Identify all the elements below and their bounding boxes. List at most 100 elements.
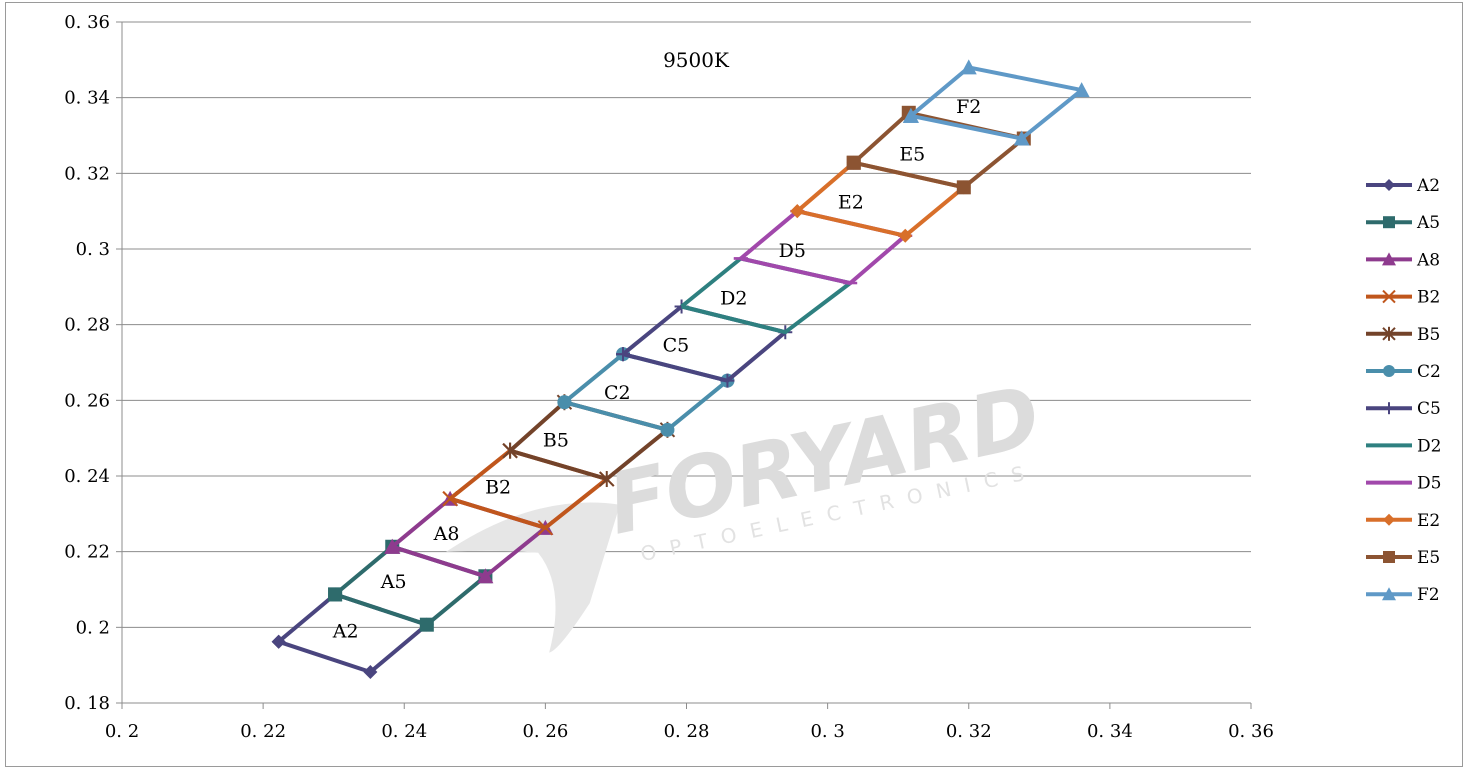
region-label: C2 xyxy=(604,382,631,404)
legend-item: E2 xyxy=(1366,511,1440,531)
legend-item: C5 xyxy=(1366,399,1441,419)
data-point xyxy=(363,664,378,679)
watermark-swoosh xyxy=(445,502,620,653)
data-point xyxy=(599,471,615,488)
legend-marker xyxy=(1383,179,1395,191)
axes: 0. 18 0. 2 0. 22 0. 24 0. 26 0. 28 0. 3 0. 32 0.… xyxy=(64,12,1274,742)
data-point xyxy=(384,538,401,554)
legend-item: E5 xyxy=(1366,548,1440,568)
y-tick-label: 0. 18 xyxy=(64,693,110,714)
data-point xyxy=(615,347,630,362)
data-point xyxy=(956,180,971,195)
region-label: A5 xyxy=(380,571,407,593)
data-point xyxy=(660,422,675,437)
series-e5 xyxy=(846,105,1031,195)
data-point xyxy=(902,107,919,123)
legend-marker xyxy=(1383,551,1395,563)
legend-marker xyxy=(1382,587,1396,601)
data-point xyxy=(720,373,735,388)
data-point xyxy=(1073,82,1090,98)
series-line xyxy=(333,544,488,627)
legend-label: D5 xyxy=(1417,474,1441,494)
region-labels: A2 A5 A8 B2 B5 C2 C5 D2 D5 E2 E5 F2 xyxy=(332,96,982,642)
series-f2 xyxy=(902,59,1090,146)
legend-label: C2 xyxy=(1417,362,1441,382)
legend-label: E2 xyxy=(1417,511,1440,531)
region-label: A2 xyxy=(332,620,359,642)
data-point xyxy=(271,634,286,649)
data-point xyxy=(790,204,805,219)
x-tick-label: 0. 28 xyxy=(664,721,710,742)
y-tick-label: 0. 24 xyxy=(64,466,110,487)
y-tick-label: 0. 28 xyxy=(64,315,110,336)
legend-label: A8 xyxy=(1416,250,1440,270)
data-point xyxy=(1013,130,1030,146)
legend-item: B5 xyxy=(1366,325,1440,345)
data-point xyxy=(537,520,554,536)
series-line xyxy=(621,304,788,383)
series-line xyxy=(739,209,908,286)
y-tick-label: 0. 36 xyxy=(64,12,110,33)
region-label: E2 xyxy=(838,192,864,214)
y-tick-label: 0. 26 xyxy=(64,390,110,411)
legend-label: B2 xyxy=(1417,288,1440,308)
series-layer xyxy=(271,59,1090,679)
legend-label: D2 xyxy=(1417,436,1441,456)
data-point xyxy=(960,59,977,75)
data-point xyxy=(442,490,458,507)
series-line xyxy=(852,110,1026,190)
x-tick-label: 0. 32 xyxy=(946,721,992,742)
data-point xyxy=(502,442,518,459)
region-label: B5 xyxy=(543,429,569,451)
data-point xyxy=(477,568,494,584)
legend-marker xyxy=(1382,326,1396,341)
x-tick-label: 0. 26 xyxy=(522,721,568,742)
legend-item: A5 xyxy=(1366,213,1440,233)
legend-item: A8 xyxy=(1366,250,1440,270)
chart-frame xyxy=(5,2,1463,767)
legend-label: E5 xyxy=(1417,548,1440,568)
x-tick-label: 0. 2 xyxy=(105,721,139,742)
legend-label: A5 xyxy=(1416,213,1440,233)
legend-marker xyxy=(1382,252,1396,266)
region-label: E5 xyxy=(899,143,925,165)
y-tick-label: 0. 22 xyxy=(64,542,110,563)
region-label: A8 xyxy=(433,523,460,545)
legend-label: C5 xyxy=(1417,399,1441,419)
legend-label: B5 xyxy=(1417,325,1440,345)
series-d5 xyxy=(733,209,913,286)
region-label: B2 xyxy=(485,477,511,499)
data-point xyxy=(419,617,434,632)
legend-item: A2 xyxy=(1366,176,1440,196)
y-tick-label: 0. 2 xyxy=(76,617,110,638)
series-line xyxy=(563,352,730,432)
legend-marker xyxy=(1382,289,1396,304)
region-label: F2 xyxy=(956,96,981,118)
series-line xyxy=(680,256,853,335)
legend-item: D5 xyxy=(1366,474,1441,494)
region-label: D2 xyxy=(720,287,747,309)
series-d2 xyxy=(680,256,853,335)
legend-item: F2 xyxy=(1366,585,1440,605)
legend-item: D2 xyxy=(1366,436,1441,456)
legend-label: F2 xyxy=(1417,585,1440,605)
legend-item: B2 xyxy=(1366,288,1440,308)
region-label: D5 xyxy=(779,240,806,262)
x-tick-label: 0. 24 xyxy=(381,721,427,742)
x-tick-label: 0. 3 xyxy=(810,721,844,742)
series-line xyxy=(909,65,1084,141)
legend-marker xyxy=(1383,513,1395,526)
legend-label: A2 xyxy=(1416,176,1440,196)
legend-marker xyxy=(1383,365,1395,377)
legend-marker xyxy=(1383,216,1395,229)
y-tick-label: 0. 32 xyxy=(64,163,110,184)
x-tick-label: 0. 36 xyxy=(1228,721,1274,742)
legend: A2 A5 A8 B2 B5 C2 C5 D2 D5 E2 E5 F2 xyxy=(1366,176,1441,605)
legend-marker xyxy=(1383,402,1395,415)
legend-item: C2 xyxy=(1366,362,1441,382)
data-point xyxy=(846,155,861,170)
x-tick-label: 0. 34 xyxy=(1087,721,1133,742)
